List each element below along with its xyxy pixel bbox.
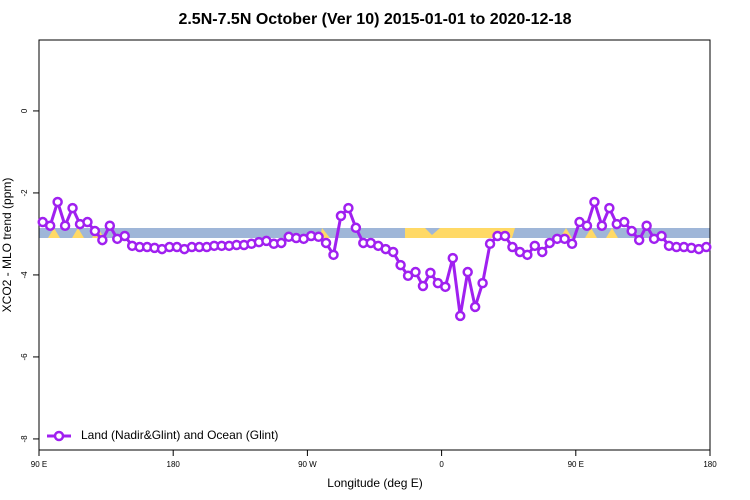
point	[447, 252, 459, 264]
point	[335, 210, 347, 222]
point	[82, 216, 93, 228]
point	[626, 225, 637, 237]
x-tick-label: 90 W	[298, 460, 317, 469]
x-tick-label: 180	[167, 460, 181, 469]
point	[589, 196, 600, 208]
point	[656, 230, 667, 242]
ocean-strip	[39, 228, 710, 238]
point	[477, 277, 488, 289]
point	[395, 259, 406, 271]
point	[417, 280, 429, 292]
y-tick-label: -4	[20, 271, 29, 279]
point	[581, 220, 593, 231]
point	[596, 220, 608, 231]
point	[566, 238, 578, 250]
point	[484, 238, 496, 250]
x-tick-label: 90 E	[31, 460, 47, 469]
point	[97, 234, 108, 246]
y-tick-label: -2	[20, 189, 29, 197]
land-patch	[585, 228, 597, 238]
point	[350, 222, 362, 234]
point	[425, 267, 436, 279]
legend-label: Land (Nadir&Glint) and Ocean (Glint)	[81, 428, 278, 442]
point	[104, 220, 116, 231]
point	[641, 220, 652, 231]
point	[529, 240, 541, 252]
point	[633, 234, 645, 246]
x-tick-label: 0	[439, 460, 444, 469]
point	[469, 301, 481, 313]
point	[537, 246, 548, 258]
point	[544, 237, 555, 249]
point	[343, 202, 354, 214]
land-patch	[72, 228, 84, 238]
point	[328, 249, 339, 261]
point	[313, 231, 324, 243]
land-patch	[48, 228, 60, 238]
point	[44, 220, 56, 231]
point	[67, 202, 78, 214]
point	[276, 237, 287, 249]
x-tick-label: 90 E	[568, 460, 584, 469]
point	[507, 241, 518, 253]
y-axis-label: XCO2 - MLO trend (ppm)	[0, 178, 14, 313]
x-tick-label: 180	[703, 460, 717, 469]
legend-marker	[53, 430, 65, 442]
point	[462, 266, 473, 278]
point	[454, 310, 466, 322]
land-patch	[606, 228, 618, 238]
point	[59, 220, 71, 231]
point	[119, 230, 130, 242]
y-tick-label: -6	[20, 353, 29, 361]
y-tick-label: -8	[20, 435, 29, 443]
x-axis-label: Longitude (deg E)	[327, 476, 422, 490]
point	[604, 202, 615, 214]
point	[410, 266, 421, 278]
point	[89, 225, 101, 237]
point	[52, 196, 63, 208]
point	[559, 233, 570, 245]
chart-title: 2.5N-7.5N October (Ver 10) 2015-01-01 to…	[178, 11, 571, 28]
point	[320, 237, 332, 249]
point	[619, 216, 630, 228]
point	[522, 249, 533, 261]
point	[499, 230, 511, 242]
y-tick-label: 0	[20, 108, 29, 113]
land-patch	[405, 228, 515, 238]
point	[387, 246, 399, 258]
point	[440, 281, 451, 293]
land-mask	[39, 228, 710, 238]
point	[701, 241, 712, 253]
